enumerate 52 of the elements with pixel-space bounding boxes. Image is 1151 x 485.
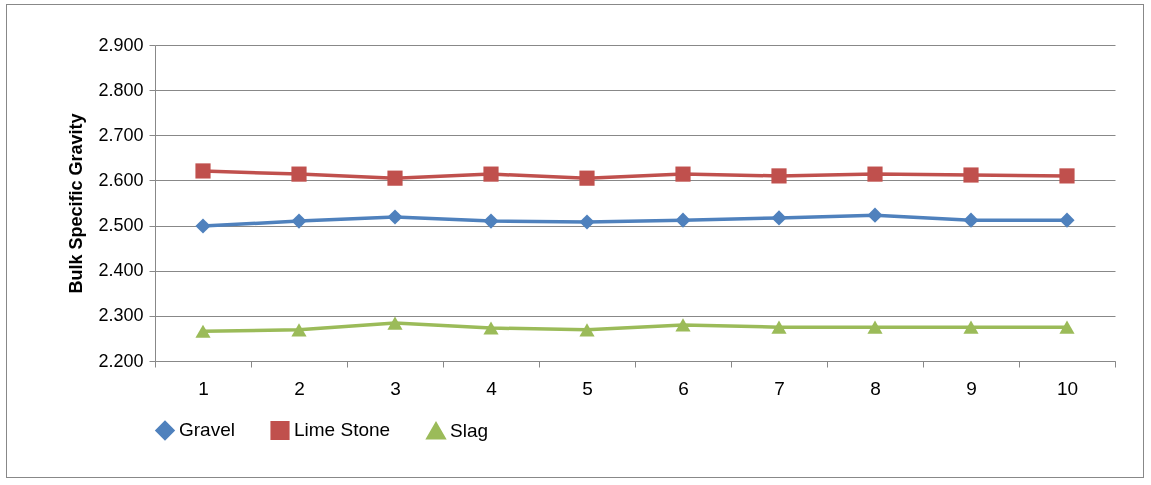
point [1059, 212, 1075, 228]
legend-label: Slag [450, 420, 489, 442]
point [579, 170, 595, 186]
point [387, 170, 403, 186]
point [1059, 168, 1075, 184]
point [195, 324, 211, 338]
point [1059, 320, 1075, 334]
point [387, 316, 403, 330]
point [483, 166, 499, 182]
point [963, 212, 979, 228]
point [483, 213, 499, 229]
point [771, 210, 787, 226]
point [483, 321, 499, 335]
x-tick-label: 10 [1056, 377, 1079, 399]
y-axis-title: Bulk Specific Gravity [66, 113, 87, 294]
x-tick-label: 7 [774, 377, 785, 399]
point [195, 163, 211, 179]
point [963, 167, 979, 183]
x-tick-label: 8 [870, 377, 881, 399]
legend-label: Lime Stone [294, 419, 391, 441]
point [291, 166, 307, 182]
y-tick-label: 2.300 [98, 305, 144, 326]
point [963, 320, 979, 334]
point [867, 320, 883, 334]
x-tick-label: 4 [486, 377, 498, 399]
y-tick-label: 2.500 [98, 215, 144, 236]
y-tick-label: 2.200 [98, 350, 144, 371]
point [867, 207, 883, 223]
x-tick-label: 9 [966, 377, 977, 399]
x-tick-label: 3 [390, 377, 401, 399]
y-tick-label: 2.400 [98, 260, 144, 281]
point [771, 168, 787, 184]
point [675, 212, 691, 228]
point [195, 218, 211, 234]
x-tick-label: 2 [294, 377, 305, 399]
point [579, 214, 595, 230]
y-tick-label: 2.700 [98, 124, 144, 145]
legend-label: Gravel [179, 419, 235, 441]
y-tick-label: 2.600 [98, 169, 144, 190]
x-tick-label: 5 [582, 377, 593, 399]
point [675, 318, 691, 332]
x-tick-label: 1 [198, 377, 209, 399]
point [675, 166, 691, 182]
point [867, 166, 883, 182]
point [387, 209, 403, 225]
point [291, 323, 307, 337]
point [579, 323, 595, 337]
point [291, 213, 307, 229]
y-tick-label: 2.900 [98, 34, 144, 55]
point [771, 320, 787, 334]
x-tick-label: 6 [678, 377, 689, 399]
y-tick-label: 2.800 [98, 79, 144, 100]
